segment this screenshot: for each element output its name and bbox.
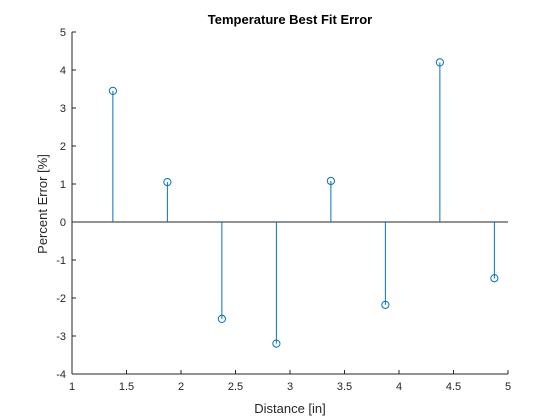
y-tick-label: 3 <box>60 103 66 115</box>
stem-marker <box>163 178 172 187</box>
x-axis-label: Distance [in] <box>254 401 326 416</box>
stem-marker <box>435 58 444 67</box>
x-tick-label: 1 <box>69 381 75 393</box>
x-tick-label: 2 <box>178 381 184 393</box>
y-tick-label: 5 <box>60 27 66 39</box>
y-tick-label: -3 <box>56 331 66 343</box>
y-tick-label: -2 <box>56 293 66 305</box>
y-tick-label: -4 <box>56 369 66 381</box>
y-tick-label: 0 <box>60 217 66 229</box>
stem-marker <box>490 274 499 283</box>
chart-title: Temperature Best Fit Error <box>208 12 372 27</box>
y-tick-label: 2 <box>60 141 66 153</box>
stem-marker <box>272 339 281 348</box>
stem-marker <box>381 300 390 309</box>
x-tick-label: 1.5 <box>119 381 134 393</box>
x-tick-label: 3.5 <box>337 381 352 393</box>
plot-area: 1 1.5 2 2.5 3 3.5 4 4.5 5 -4 -3 -2 -1 0 1 2 3 4 5 <box>56 27 511 393</box>
stem-marker <box>326 176 335 186</box>
stem-marker <box>217 314 226 323</box>
x-tick-label: 5 <box>505 381 511 393</box>
y-tick-label: 1 <box>60 179 66 191</box>
x-tick-label: 4 <box>396 381 402 393</box>
x-tick-label: 4.5 <box>446 381 461 393</box>
x-tick-label: 2.5 <box>228 381 243 393</box>
stem-marker <box>108 86 117 96</box>
x-tick-label: 3 <box>287 381 293 393</box>
y-tick-label: 4 <box>60 65 66 77</box>
y-axis-label: Percent Error [%] <box>35 154 50 254</box>
y-tick-label: -1 <box>56 255 66 267</box>
